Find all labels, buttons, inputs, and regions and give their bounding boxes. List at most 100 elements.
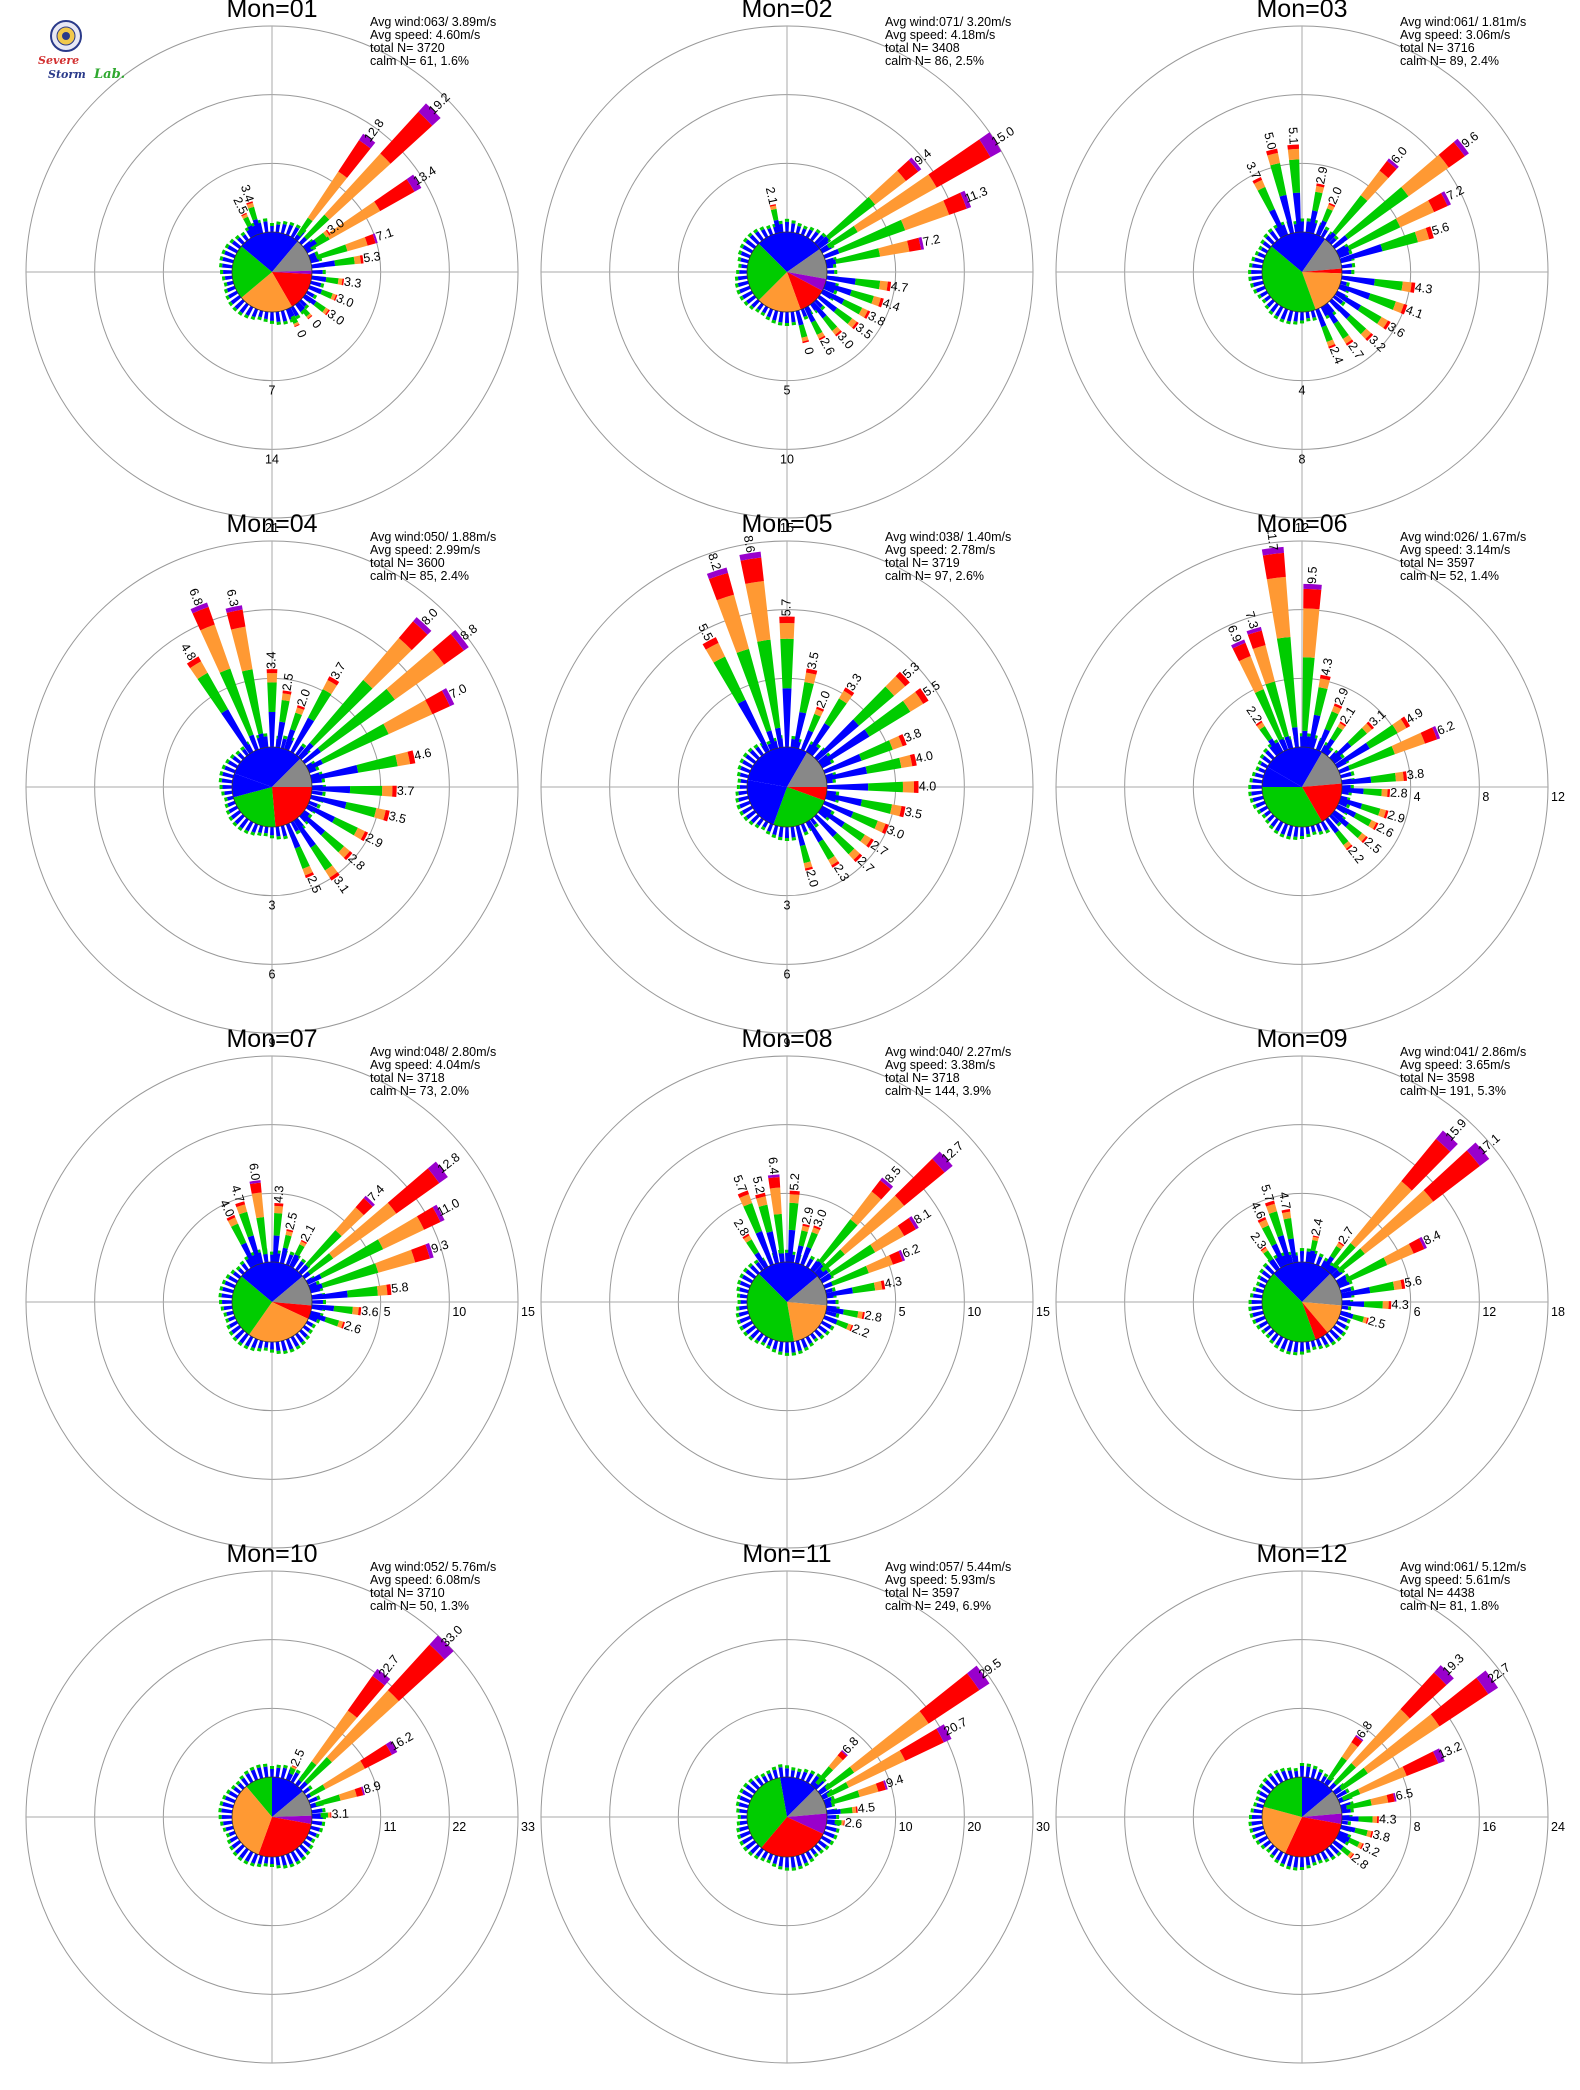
minor-bar-tip <box>232 1336 238 1342</box>
wind-bar <box>1264 1200 1292 1265</box>
bar-segment-red <box>1400 1279 1406 1290</box>
bar-segment-purple <box>706 567 729 580</box>
minor-bar <box>741 1835 754 1845</box>
minor-bar-tip <box>766 740 771 745</box>
pie-slice-gray <box>272 1791 312 1817</box>
bar-segment-blue <box>1338 283 1371 300</box>
bar-segment-orange <box>846 1323 852 1331</box>
bar-segment-red <box>1252 176 1263 184</box>
bar-segment-blue <box>811 1260 822 1273</box>
minor-bar <box>302 1325 311 1333</box>
bar-segment-blue <box>1332 235 1349 249</box>
bar-segment-red <box>852 321 859 330</box>
bar-value-label: 6.9 <box>1225 623 1245 645</box>
wind-bar <box>1260 1246 1280 1271</box>
minor-bar-tip <box>1265 1848 1271 1854</box>
bar-segment-orange <box>291 1765 297 1770</box>
bar-value-label: 3.1 <box>331 1807 349 1822</box>
minor-bar <box>755 1777 764 1787</box>
wind-bar <box>1322 1241 1345 1270</box>
minor-bar-tip <box>1318 1345 1324 1350</box>
minor-bar <box>1262 755 1272 764</box>
minor-bar-tip <box>319 1827 324 1833</box>
bar-segment-orange <box>337 1320 344 1329</box>
bar-segment-orange <box>1361 723 1372 734</box>
panel-title: Mon=03 <box>1256 0 1347 23</box>
bar-segment-red <box>702 637 719 650</box>
minor-bar-tip <box>1345 803 1351 809</box>
bar-segment-green <box>1347 218 1401 251</box>
minor-bar-tip <box>777 836 783 841</box>
minor-bar-tip <box>226 1839 232 1845</box>
minor-bar <box>1265 235 1275 245</box>
stats-line: calm N= 61, 1.6% <box>370 54 469 68</box>
minor-bar-tip <box>225 1273 231 1280</box>
stats-line: calm N= 249, 6.9% <box>885 1599 991 1613</box>
minor-bar <box>234 1844 245 1855</box>
minor-bar <box>814 1779 825 1790</box>
bar-segment-red <box>294 323 300 328</box>
minor-bar <box>302 1840 312 1848</box>
minor-bar-tip <box>234 234 240 240</box>
minor-bar-tip <box>300 1258 307 1264</box>
bar-segment-green <box>307 1253 334 1275</box>
minor-bar-tip <box>760 1341 766 1346</box>
panel-title: Mon=06 <box>1256 510 1347 538</box>
wind-bar <box>306 804 369 842</box>
minor-bar <box>285 1254 294 1266</box>
minor-bar-tip <box>813 1337 819 1343</box>
minor-bar-tip <box>320 283 325 288</box>
minor-bar-tip <box>312 294 318 300</box>
minor-bar-tip <box>747 747 753 753</box>
bar-segment-green <box>820 1249 845 1273</box>
bar-segment-blue <box>806 819 824 843</box>
bar-segment-blue <box>303 239 317 251</box>
bar-segment-green <box>320 289 333 299</box>
minor-bar <box>245 1772 254 1784</box>
bar-segment-red <box>1365 332 1374 341</box>
bar-segment-blue <box>826 783 869 791</box>
pie-slice-red <box>1302 783 1342 822</box>
bar-segment-orange <box>200 624 231 673</box>
wind-bar <box>804 306 826 341</box>
wind-bar <box>1333 1670 1499 1795</box>
minor-bar-tip <box>735 798 740 803</box>
wind-bar <box>303 294 330 316</box>
minor-bar <box>222 771 234 779</box>
minor-bar <box>739 1305 748 1311</box>
bar-segment-orange <box>363 638 412 689</box>
bar-segment-red <box>286 1229 294 1233</box>
minor-bar <box>1338 1315 1348 1323</box>
bar-segment-orange <box>377 1216 425 1250</box>
ring-label: 18 <box>1551 1305 1565 1319</box>
wind-bar <box>1341 275 1416 293</box>
minor-bar <box>1300 1341 1304 1352</box>
bar-segment-green <box>1366 724 1398 749</box>
bar-segment-blue <box>297 742 314 760</box>
minor-bar-tip <box>1299 1248 1305 1252</box>
bar-segment-purple <box>1231 639 1246 649</box>
minor-bar-tip <box>803 1768 809 1773</box>
bar-value-label: 5.7 <box>1258 1183 1277 1204</box>
bar-segment-red <box>1312 1235 1320 1239</box>
bar-segment-orange <box>335 1207 364 1237</box>
bar-segment-blue <box>793 711 807 749</box>
minor-bar <box>1275 820 1284 832</box>
minor-bar-tip <box>219 1800 224 1806</box>
minor-bar <box>1315 1338 1322 1347</box>
bar-segment-red <box>192 606 215 631</box>
minor-bar-tip <box>220 269 224 275</box>
minor-bar <box>234 299 245 310</box>
bar-segment-orange <box>338 1789 357 1801</box>
bar-segment-orange <box>375 1249 416 1273</box>
bar-segment-blue <box>766 1231 780 1264</box>
minor-bar-tip <box>748 820 754 826</box>
wind-bar <box>1331 1142 1490 1278</box>
bar-segment-blue <box>1332 1840 1344 1851</box>
wind-bar <box>1322 304 1354 346</box>
bar-segment-orange <box>816 331 825 339</box>
bar-segment-purple <box>372 1668 391 1686</box>
minor-bar-tip <box>771 1863 777 1868</box>
minor-bar-tip <box>221 791 225 796</box>
